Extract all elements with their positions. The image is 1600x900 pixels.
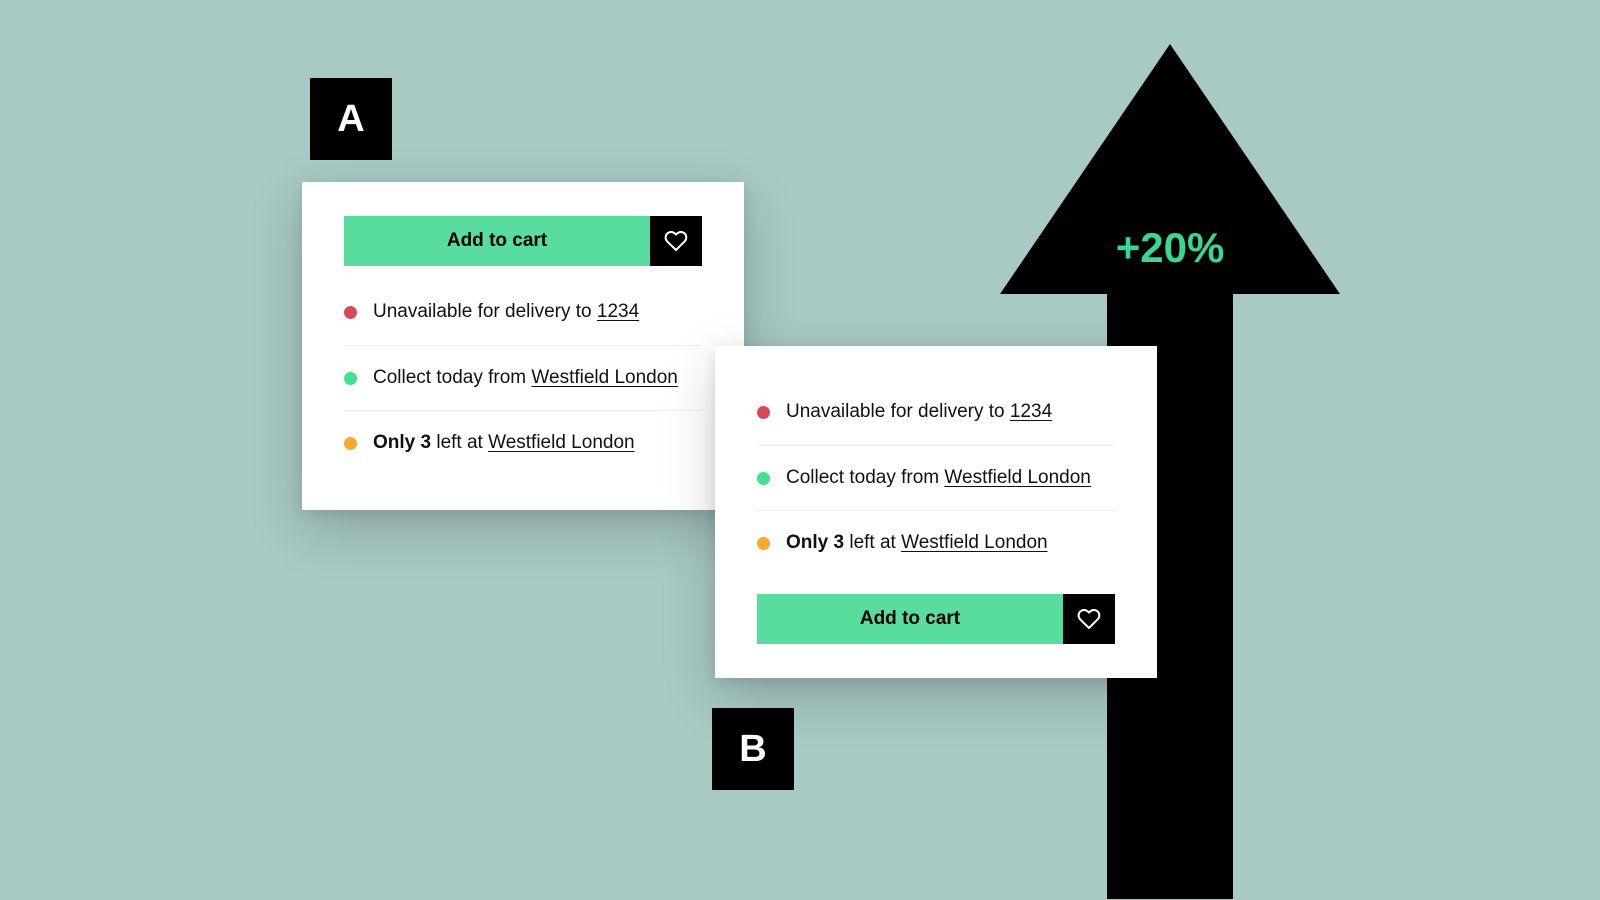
status-dot-icon xyxy=(757,537,770,550)
availability-prefix: Collect today from xyxy=(786,467,944,488)
variant-a-label: A xyxy=(310,78,392,160)
availability-text: Only 3 left at Westfield London xyxy=(373,431,635,456)
variant-a-card: Add to cart Unavailable for delivery to 1… xyxy=(302,182,744,510)
status-dot-icon xyxy=(757,472,770,485)
availability-link[interactable]: Westfield London xyxy=(901,532,1047,553)
add-to-cart-button[interactable]: Add to cart xyxy=(757,594,1063,644)
availability-prefix: left at xyxy=(844,532,901,553)
availability-link[interactable]: 1234 xyxy=(1010,401,1052,422)
availability-link[interactable]: 1234 xyxy=(597,301,639,322)
availability-prefix: left at xyxy=(431,432,488,453)
availability-text: Collect today from Westfield London xyxy=(373,366,678,391)
availability-item: Collect today from Westfield London xyxy=(757,446,1115,512)
variant-b-card: Unavailable for delivery to 1234 Collect … xyxy=(715,346,1157,678)
favorite-button[interactable] xyxy=(1063,594,1115,644)
availability-prefix: Collect today from xyxy=(373,367,531,388)
availability-link[interactable]: Westfield London xyxy=(531,367,677,388)
availability-link[interactable]: Westfield London xyxy=(944,467,1090,488)
heart-icon xyxy=(1077,607,1101,631)
availability-item: Only 3 left at Westfield London xyxy=(757,511,1115,576)
availability-emphasis: Only 3 xyxy=(786,532,844,553)
availability-item: Collect today from Westfield London xyxy=(344,346,702,412)
availability-text: Unavailable for delivery to 1234 xyxy=(373,300,639,325)
variant-b-label-text: B xyxy=(739,728,766,771)
status-dot-icon xyxy=(344,437,357,450)
uplift-value: +20% xyxy=(1116,224,1225,272)
availability-item: Only 3 left at Westfield London xyxy=(344,411,702,476)
availability-item: Unavailable for delivery to 1234 xyxy=(757,380,1115,446)
availability-list: Unavailable for delivery to 1234 Collect … xyxy=(757,380,1115,576)
availability-text: Only 3 left at Westfield London xyxy=(786,531,1048,556)
variant-a-label-text: A xyxy=(337,98,364,141)
availability-prefix: Unavailable for delivery to xyxy=(786,401,1010,422)
availability-list: Unavailable for delivery to 1234 Collect … xyxy=(344,280,702,476)
availability-text: Unavailable for delivery to 1234 xyxy=(786,400,1052,425)
status-dot-icon xyxy=(344,372,357,385)
availability-text: Collect today from Westfield London xyxy=(786,466,1091,491)
variant-b-label: B xyxy=(712,708,794,790)
favorite-button[interactable] xyxy=(650,216,702,266)
heart-icon xyxy=(664,229,688,253)
availability-link[interactable]: Westfield London xyxy=(488,432,634,453)
status-dot-icon xyxy=(757,406,770,419)
status-dot-icon xyxy=(344,306,357,319)
add-to-cart-button[interactable]: Add to cart xyxy=(344,216,650,266)
availability-emphasis: Only 3 xyxy=(373,432,431,453)
availability-item: Unavailable for delivery to 1234 xyxy=(344,280,702,346)
availability-prefix: Unavailable for delivery to xyxy=(373,301,597,322)
